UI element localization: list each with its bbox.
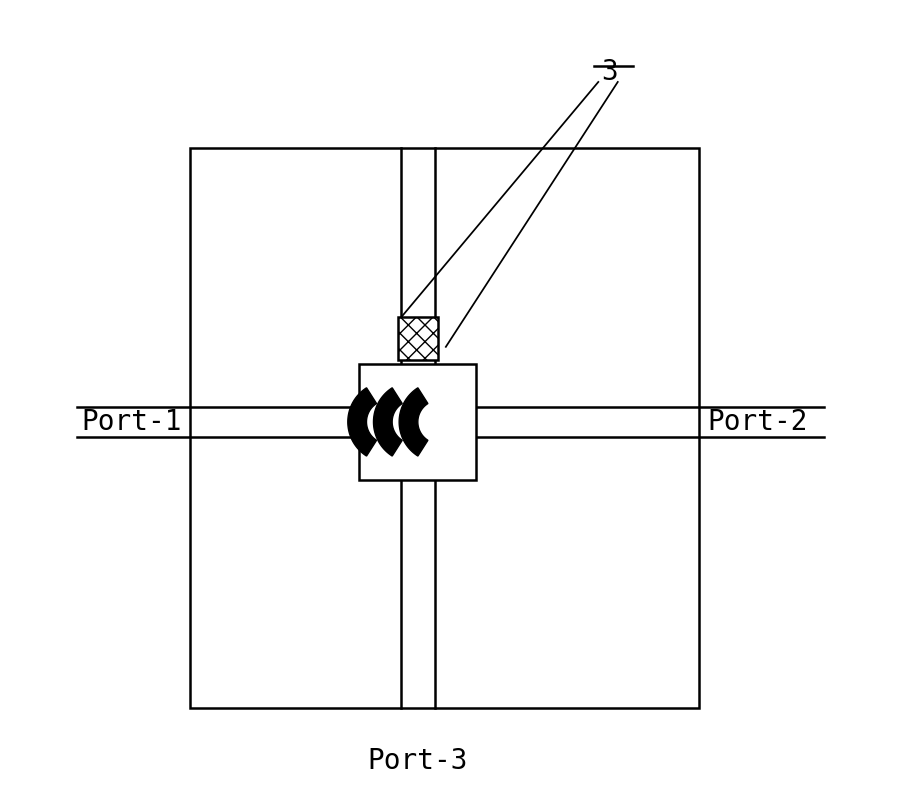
Polygon shape [374, 388, 402, 456]
Polygon shape [399, 388, 428, 456]
Text: 3: 3 [602, 58, 618, 86]
Bar [397, 317, 438, 360]
Text: Port-2: Port-2 [707, 408, 807, 436]
Text: Port-3: Port-3 [368, 747, 469, 775]
Text: Port-1: Port-1 [82, 408, 182, 436]
Polygon shape [348, 388, 377, 456]
Bar [359, 364, 476, 480]
Bar [190, 148, 699, 708]
